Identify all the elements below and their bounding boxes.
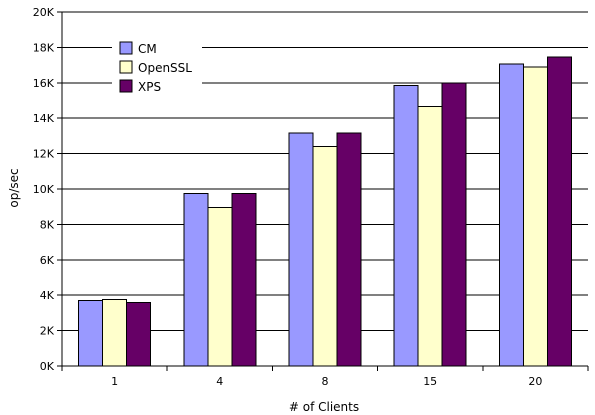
y-tick-label: 10K [33,183,55,196]
y-tick-labels: 0K 2K 4K 6K 8K 10K 12K 14K 16K 18K 20K [33,6,55,373]
legend-label-cm: CM [138,42,157,56]
legend-label-xps: XPS [138,80,161,94]
bar-openssl-20 [522,66,548,367]
y-tick-label: 18K [33,41,55,54]
y-tick-label: 6K [40,254,55,267]
y-tick-label: 20K [33,6,55,19]
bar-xps-4 [231,192,257,367]
y-axis-title: op/sec [7,168,21,207]
x-tick-label: 8 [322,375,329,388]
x-tick-label: 4 [216,375,223,388]
y-tick-label: 8K [40,218,55,231]
bars [78,56,572,367]
y-tick-label: 14K [33,112,55,125]
bar-cm-4 [183,192,209,367]
legend-label-openssl: OpenSSL [138,61,192,75]
legend: CM OpenSSL XPS [119,41,192,94]
x-tick-label: 15 [423,375,437,388]
bar-xps-15 [441,82,467,367]
bar-openssl-1 [102,299,128,367]
bar-openssl-15 [417,106,443,367]
x-tick-labels: 1 4 8 15 20 [111,375,542,388]
y-tick-label: 4K [40,289,55,302]
legend-swatch-openssl [119,60,133,74]
bar-xps-8 [336,132,362,367]
y-tick-label: 12K [33,148,55,161]
bar-openssl-4 [207,207,233,367]
x-tick-label: 1 [111,375,118,388]
bar-cm-20 [498,63,524,367]
bar-cm-1 [78,300,104,367]
bar-openssl-8 [312,146,338,367]
x-axis-title: # of Clients [289,400,359,414]
legend-swatch-xps [119,79,133,93]
x-tick-label: 20 [528,375,542,388]
bar-xps-20 [546,56,572,367]
bar-xps-1 [126,301,152,367]
bar-cm-8 [288,132,314,367]
y-tick-label: 16K [33,77,55,90]
y-tick-label: 2K [40,325,55,338]
axes [57,11,589,371]
bar-cm-15 [393,84,419,367]
legend-swatch-cm [119,41,133,55]
y-tick-label: 0K [40,360,55,373]
